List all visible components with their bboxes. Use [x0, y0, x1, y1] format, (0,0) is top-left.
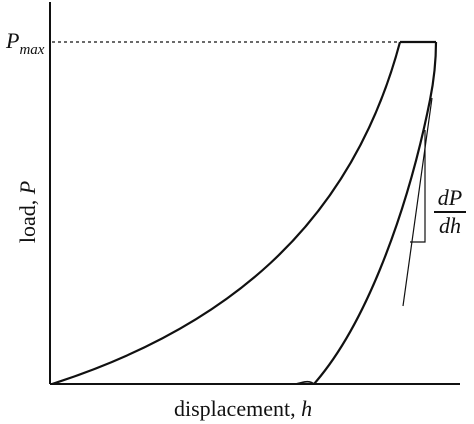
residual-hook [295, 380, 315, 385]
slope-numerator: dP [437, 185, 463, 210]
slope-fraction-label: dP dh [434, 186, 466, 238]
pmax-label: Pmax [6, 28, 44, 59]
x-axis-label-text: displacement, [174, 396, 302, 421]
pmax-main: P [6, 28, 20, 53]
slope-denominator: dh [439, 213, 461, 238]
pmax-subscript: max [19, 42, 45, 58]
y-axis-label-text: load, [15, 194, 40, 244]
loading-curve [51, 41, 402, 386]
unloading-curve [313, 41, 438, 385]
slope-tangent-line [402, 97, 433, 307]
fraction-bar [434, 211, 466, 213]
y-axis-label-var: P [15, 180, 40, 195]
x-axis-label-var: h [301, 396, 313, 421]
x-axis-label: displacement, h [174, 396, 312, 422]
slope-triangle [410, 130, 426, 243]
y-axis-label: load, P [15, 181, 41, 243]
